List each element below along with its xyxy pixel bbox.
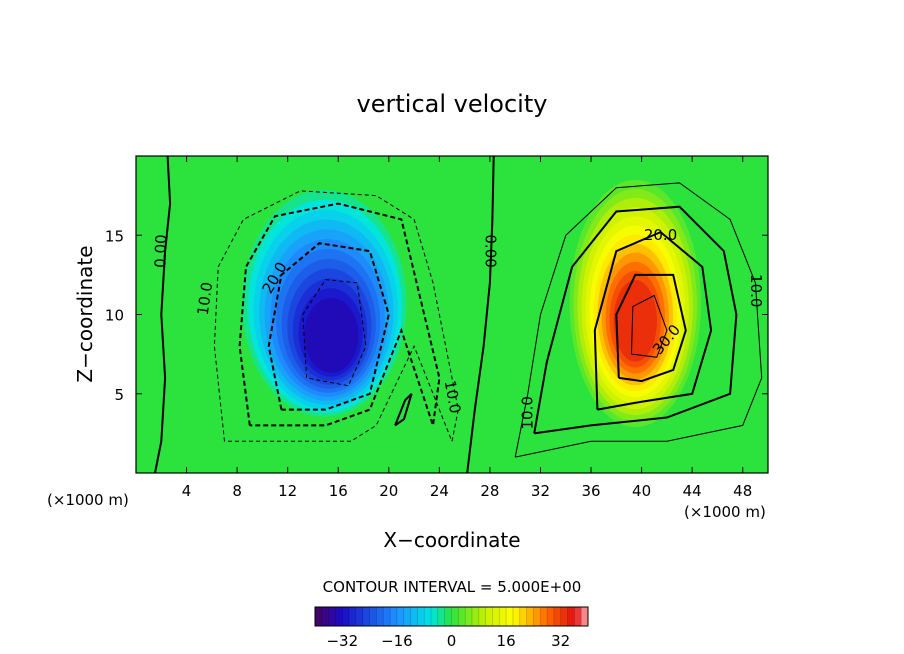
colorbar-segments bbox=[315, 607, 589, 626]
field-band bbox=[304, 297, 359, 373]
colorbar-segment bbox=[519, 607, 528, 626]
x-axis-label: X−coordinate bbox=[383, 528, 520, 552]
velocity-field bbox=[136, 156, 768, 473]
colorbar-segment bbox=[553, 607, 562, 626]
contour-small-cell bbox=[394, 393, 413, 427]
x-axis-ticks: 4 8 12 16 20 24 28 32 36 40 44 48 bbox=[182, 156, 752, 500]
colorbar-segment bbox=[567, 607, 575, 626]
colorbar-segment bbox=[369, 607, 377, 626]
contour-zero-middle bbox=[466, 156, 495, 473]
colorbar-tick-label: −32 bbox=[326, 632, 358, 650]
colorbar-segment bbox=[321, 607, 330, 626]
colorbar-ticks: −32 −16 0 16 32 bbox=[326, 632, 570, 650]
colorbar-tick-label: −16 bbox=[381, 632, 413, 650]
x-tick-label: 12 bbox=[278, 482, 297, 500]
contour-zero-left bbox=[154, 156, 172, 473]
field-band bbox=[613, 280, 657, 362]
x-tick-label: 24 bbox=[430, 482, 449, 500]
colorbar-segment bbox=[478, 607, 487, 626]
colorbar-frame bbox=[314, 606, 589, 627]
x-tick-label: 16 bbox=[329, 482, 348, 500]
contour-plus-35 bbox=[631, 294, 668, 358]
contour-label: 0.00 bbox=[481, 234, 499, 267]
x-tick-label: 20 bbox=[379, 482, 398, 500]
colorbar-segment bbox=[444, 607, 452, 626]
y-tick-label: 15 bbox=[105, 227, 124, 245]
colorbar-segment bbox=[485, 607, 493, 626]
contour-minus-10 bbox=[238, 202, 441, 427]
contour-label: 10.0 bbox=[747, 274, 765, 307]
colorbar-segment bbox=[471, 607, 480, 626]
colorbar-segment bbox=[437, 607, 446, 626]
y-axis-ticks: 5 10 15 bbox=[105, 227, 768, 404]
colorbar-segment bbox=[512, 607, 521, 626]
x-tick-label: 44 bbox=[683, 482, 702, 500]
x-tick-label: 32 bbox=[531, 482, 550, 500]
x-tick-label: 28 bbox=[480, 482, 499, 500]
colorbar-segment bbox=[396, 607, 405, 626]
colorbar-segment bbox=[540, 607, 548, 626]
colorbar-segment bbox=[362, 607, 371, 626]
x-tick-label: 4 bbox=[182, 482, 192, 500]
colorbar-segment bbox=[403, 607, 412, 626]
x-tick-label: 8 bbox=[232, 482, 242, 500]
colorbar-segment bbox=[492, 607, 500, 626]
colorbar-segment bbox=[451, 607, 459, 626]
colorbar-segment bbox=[417, 607, 425, 626]
colorbar-segment bbox=[355, 607, 364, 626]
contour-label: 10.0 bbox=[441, 379, 465, 415]
colorbar-segment bbox=[335, 607, 343, 626]
x-tick-label: 36 bbox=[581, 482, 600, 500]
x-tick-label: 48 bbox=[733, 482, 752, 500]
colorbar-segment bbox=[499, 607, 507, 626]
contour-plus-30 bbox=[615, 273, 687, 383]
colorbar-segment bbox=[431, 607, 439, 626]
colorbar-segment bbox=[376, 607, 384, 626]
colorbar-segment bbox=[390, 607, 398, 626]
downdraft-cell bbox=[242, 190, 407, 417]
x-unit-label-right: (×1000 m) bbox=[684, 503, 766, 521]
contour-minus-5 bbox=[213, 190, 459, 444]
contour-plus-10 bbox=[533, 205, 738, 435]
colorbar-segment bbox=[547, 607, 555, 626]
colorbar-segment bbox=[458, 607, 466, 626]
updraft-cell bbox=[569, 179, 702, 428]
colorbar: −32 −16 0 16 32 bbox=[314, 606, 589, 650]
colorbar-tick-label: 32 bbox=[551, 632, 570, 650]
contour-label: 0.00 bbox=[151, 234, 170, 268]
colorbar-segment bbox=[410, 607, 418, 626]
y-axis-label: Z−coordinate bbox=[73, 245, 97, 382]
contour-interval-text: CONTOUR INTERVAL = 5.000E+00 bbox=[323, 578, 582, 596]
colorbar-tick-label: 16 bbox=[497, 632, 516, 650]
colorbar-segment bbox=[349, 607, 357, 626]
colorbar-segment bbox=[424, 607, 432, 626]
contour-label: 20.0 bbox=[644, 226, 677, 244]
colorbar-segment bbox=[574, 607, 582, 626]
colorbar-segment bbox=[315, 607, 323, 626]
contour-label: 10.0 bbox=[194, 281, 216, 317]
colorbar-segment bbox=[533, 607, 541, 626]
colorbar-tick-label: 0 bbox=[447, 632, 457, 650]
contour-plus-5 bbox=[514, 182, 763, 458]
y-tick-label: 5 bbox=[114, 386, 124, 404]
colorbar-segment bbox=[560, 607, 569, 626]
colorbar-segment bbox=[506, 607, 514, 626]
colorbar-segment bbox=[383, 607, 391, 626]
colorbar-segment bbox=[526, 607, 534, 626]
contour-minus-25 bbox=[302, 279, 367, 387]
colorbar-segment bbox=[465, 607, 473, 626]
colorbar-segment bbox=[342, 607, 350, 626]
chart-title: vertical velocity bbox=[357, 90, 548, 118]
contour-plus-20 bbox=[593, 230, 713, 411]
contour-minus-20 bbox=[267, 242, 390, 411]
contour-label: 10.0 bbox=[518, 396, 536, 429]
y-tick-label: 10 bbox=[105, 307, 124, 325]
x-tick-label: 40 bbox=[632, 482, 651, 500]
colorbar-segment bbox=[328, 607, 336, 626]
contour-lines bbox=[154, 156, 763, 473]
x-unit-label-left: (×1000 m) bbox=[47, 491, 129, 509]
colorbar-segment bbox=[581, 607, 589, 626]
